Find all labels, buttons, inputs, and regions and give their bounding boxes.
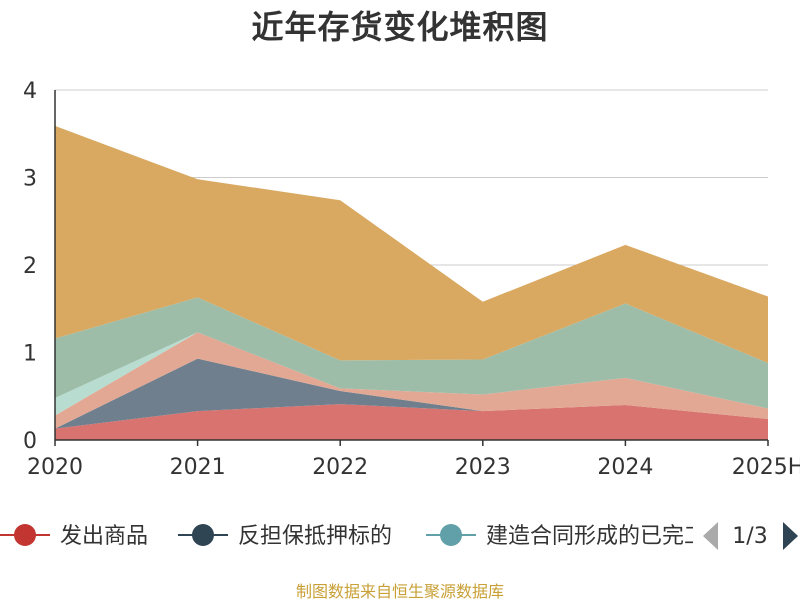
legend-page-indicator: 1/3	[732, 524, 767, 549]
data-source: 制图数据来自恒生聚源数据库	[295, 582, 504, 601]
y-tick-label: 1	[23, 342, 37, 367]
legend-marker	[192, 524, 214, 546]
chart-title: 近年存货变化堆积图	[251, 8, 549, 46]
page-prev-icon[interactable]	[703, 522, 718, 550]
area-series-5	[55, 125, 768, 363]
y-tick-label: 4	[23, 79, 37, 104]
x-tick-label: 2024	[597, 455, 653, 480]
area-series-4	[55, 297, 768, 409]
area-layer	[55, 125, 768, 440]
legend-item: 发出商品	[0, 524, 148, 549]
x-tick-label: 2020	[27, 455, 83, 480]
legend-marker	[14, 524, 36, 546]
legend-item: 反担保抵押标的	[178, 524, 392, 549]
legend-items: 发出商品 反担保抵押标的 建造合同形成的已完工未结算资产	[0, 524, 800, 549]
x-tick-label: 2022	[312, 455, 368, 480]
y-tick-label: 0	[23, 429, 37, 454]
y-tick-label: 3	[23, 167, 37, 192]
axis-layer: 0 1 2 3 4 2020 2021 2022 2023 2024 2025H	[23, 79, 800, 480]
y-tick-label: 2	[23, 254, 37, 279]
legend-item: 建造合同形成的已完工未结算资产	[426, 524, 800, 549]
area-series-1	[55, 358, 768, 429]
x-tick-label: 2021	[170, 455, 226, 480]
area-series-0	[55, 404, 768, 440]
legend-label: 发出商品	[60, 524, 148, 549]
legend-label: 建造合同形成的已完工未结算资产	[486, 524, 800, 549]
x-tick-label: 2023	[455, 455, 511, 480]
legend-label: 反担保抵押标的	[238, 524, 392, 549]
x-tick-label: 2025H	[732, 455, 800, 480]
area-series-2	[55, 332, 768, 429]
legend-marker	[440, 524, 462, 546]
page-next-icon[interactable]	[783, 522, 798, 550]
